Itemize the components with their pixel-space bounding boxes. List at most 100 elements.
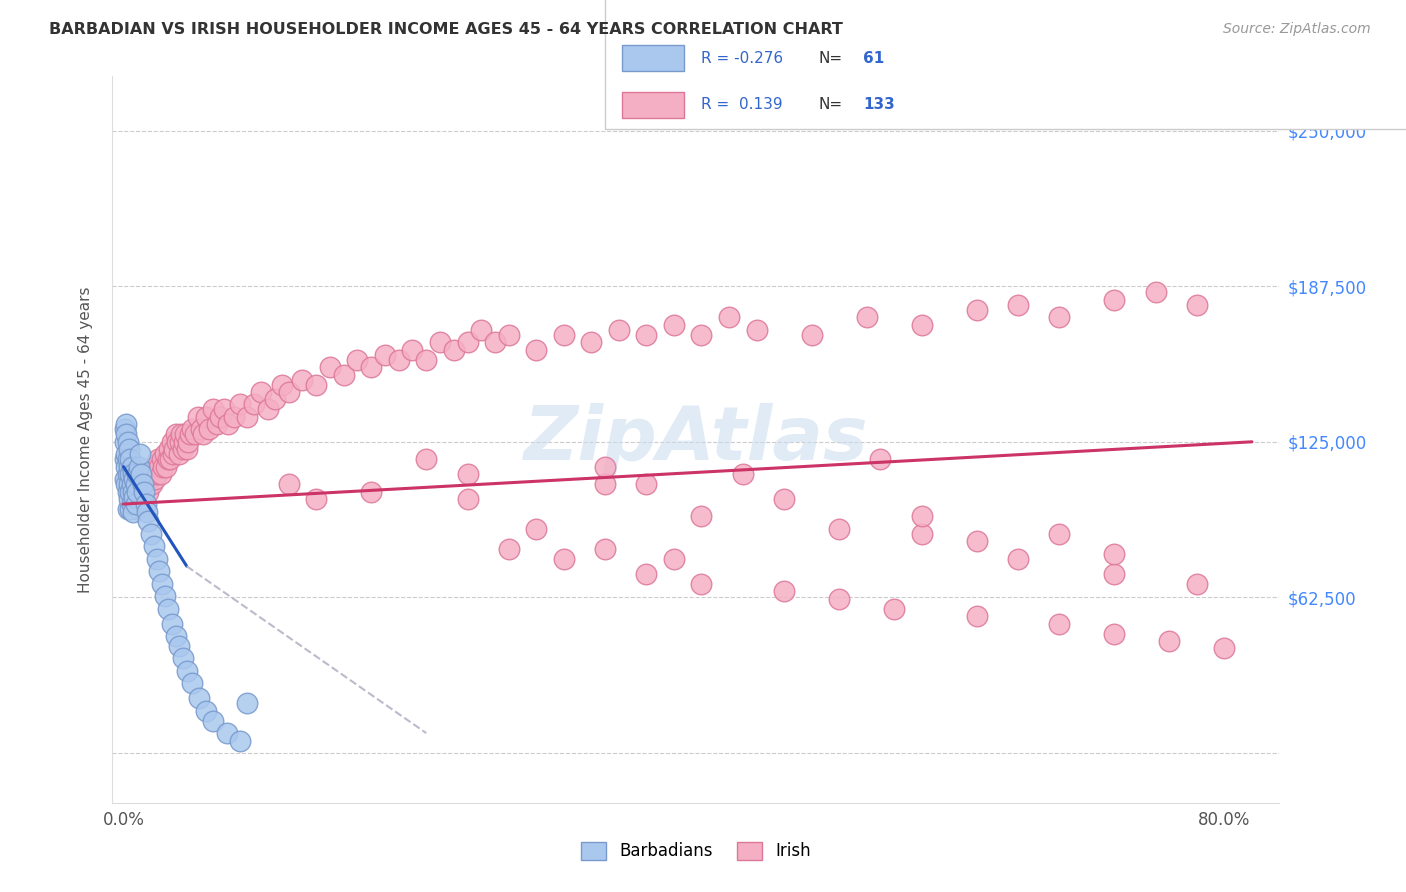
Point bbox=[117, 502, 139, 516]
Point bbox=[205, 417, 228, 432]
Point bbox=[1047, 527, 1070, 541]
Point bbox=[201, 714, 224, 728]
Point bbox=[118, 442, 141, 457]
Point bbox=[176, 442, 198, 457]
Point bbox=[157, 442, 180, 457]
Point bbox=[360, 484, 382, 499]
Point bbox=[148, 564, 170, 578]
Point bbox=[498, 541, 520, 556]
Point bbox=[524, 343, 547, 357]
Point bbox=[122, 504, 145, 518]
Point bbox=[800, 327, 823, 342]
Point bbox=[176, 664, 198, 678]
Point bbox=[212, 402, 235, 417]
Point bbox=[128, 491, 150, 506]
Point bbox=[1104, 626, 1126, 640]
Point bbox=[319, 360, 342, 375]
Point bbox=[115, 447, 138, 461]
Point bbox=[135, 477, 157, 491]
Point bbox=[1185, 576, 1208, 591]
Point bbox=[114, 452, 136, 467]
Point bbox=[966, 609, 988, 624]
Point bbox=[165, 629, 187, 643]
Point bbox=[662, 318, 685, 332]
Point bbox=[125, 502, 148, 516]
Point bbox=[120, 452, 142, 467]
Point bbox=[198, 422, 221, 436]
Point bbox=[167, 447, 190, 461]
FancyBboxPatch shape bbox=[605, 0, 1406, 129]
Point bbox=[114, 434, 136, 449]
Point bbox=[250, 384, 273, 399]
Point bbox=[1159, 634, 1181, 648]
Point bbox=[1213, 641, 1236, 656]
Point bbox=[636, 327, 658, 342]
Point bbox=[190, 422, 212, 436]
Point bbox=[159, 452, 181, 467]
Point bbox=[498, 327, 520, 342]
Point bbox=[690, 576, 713, 591]
Point bbox=[143, 472, 166, 486]
Point bbox=[124, 472, 146, 486]
Point bbox=[150, 452, 173, 467]
Point bbox=[911, 509, 934, 524]
Point bbox=[277, 477, 299, 491]
Point bbox=[117, 484, 139, 499]
Point bbox=[155, 459, 177, 474]
Point bbox=[773, 584, 796, 599]
Point bbox=[153, 589, 176, 603]
Text: N=: N= bbox=[818, 97, 842, 112]
Text: R =  0.139: R = 0.139 bbox=[702, 97, 783, 112]
Point bbox=[257, 402, 280, 417]
Point bbox=[153, 447, 176, 461]
Point bbox=[134, 467, 156, 482]
Point bbox=[1007, 298, 1029, 312]
Point bbox=[690, 509, 713, 524]
Point bbox=[966, 534, 988, 549]
Point bbox=[184, 427, 207, 442]
Point bbox=[187, 409, 209, 424]
Point bbox=[162, 447, 184, 461]
Point bbox=[773, 491, 796, 506]
Point bbox=[127, 484, 149, 499]
Point bbox=[484, 335, 506, 350]
Point bbox=[828, 591, 851, 606]
Point bbox=[129, 477, 152, 491]
Point bbox=[229, 733, 252, 747]
Point bbox=[208, 409, 231, 424]
Point bbox=[134, 484, 156, 499]
Point bbox=[136, 515, 159, 529]
Point bbox=[1047, 616, 1070, 631]
Point bbox=[581, 335, 603, 350]
Point bbox=[374, 348, 396, 362]
Point bbox=[201, 402, 224, 417]
Point bbox=[869, 452, 891, 467]
Point bbox=[156, 601, 179, 615]
Point bbox=[163, 442, 186, 457]
Point bbox=[690, 327, 713, 342]
Y-axis label: Householder Income Ages 45 - 64 years: Householder Income Ages 45 - 64 years bbox=[79, 286, 93, 592]
Point bbox=[1185, 298, 1208, 312]
FancyBboxPatch shape bbox=[621, 92, 683, 118]
Point bbox=[1047, 310, 1070, 325]
Point bbox=[457, 467, 479, 482]
Point bbox=[129, 447, 152, 461]
Point bbox=[360, 360, 382, 375]
Point bbox=[179, 427, 201, 442]
Point bbox=[127, 467, 149, 482]
Point bbox=[966, 302, 988, 317]
Point bbox=[114, 422, 136, 436]
Point bbox=[132, 472, 155, 486]
Point bbox=[177, 434, 200, 449]
Point bbox=[145, 551, 167, 566]
Point bbox=[883, 601, 905, 615]
Point bbox=[138, 472, 160, 486]
Point bbox=[166, 434, 188, 449]
Point bbox=[443, 343, 465, 357]
Point bbox=[150, 576, 173, 591]
Point bbox=[124, 497, 146, 511]
Point bbox=[160, 616, 183, 631]
Point bbox=[470, 323, 492, 337]
Point bbox=[524, 522, 547, 536]
Point bbox=[457, 491, 479, 506]
